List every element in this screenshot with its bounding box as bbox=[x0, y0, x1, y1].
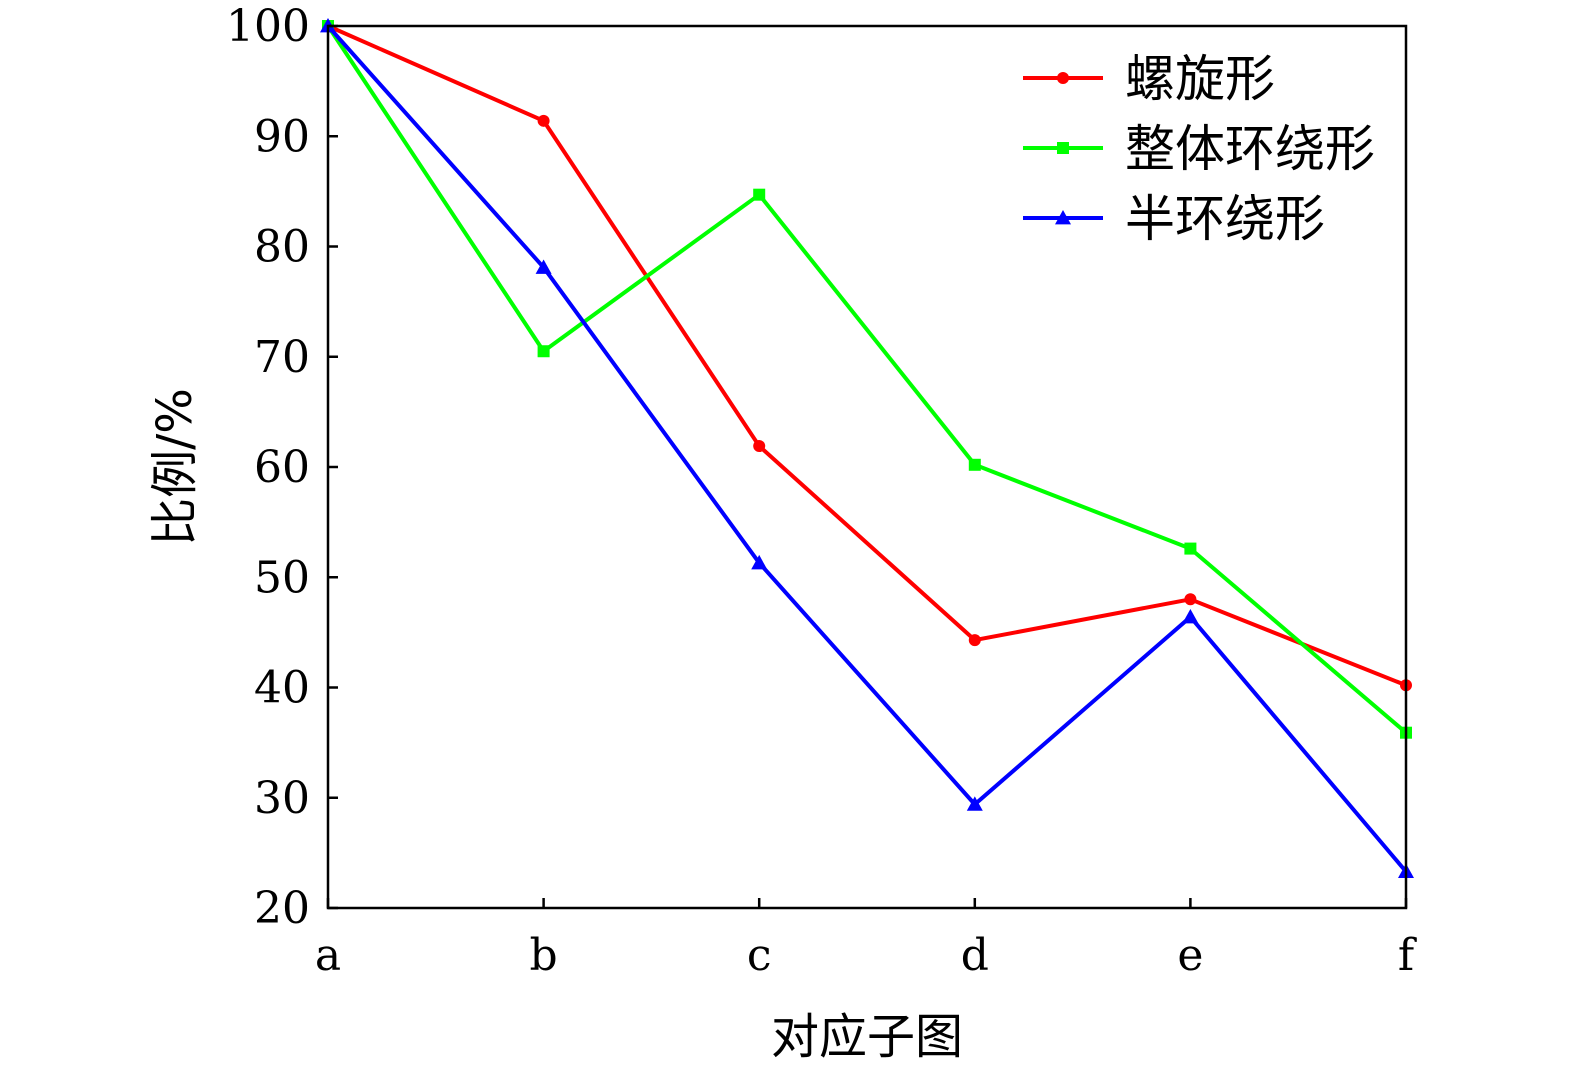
data-point bbox=[1182, 608, 1199, 624]
y-tick-label: 100 bbox=[226, 1, 310, 52]
data-point bbox=[751, 554, 768, 570]
x-axis: a b c d e f bbox=[315, 898, 1417, 981]
y-axis: 20 30 40 50 60 70 80 90 100 bbox=[226, 1, 338, 934]
data-point bbox=[535, 259, 552, 274]
y-tick-label: 60 bbox=[254, 442, 310, 493]
data-point bbox=[537, 114, 550, 127]
data-point bbox=[753, 188, 766, 201]
series-layer bbox=[320, 18, 1414, 879]
legend-label: 半环绕形 bbox=[1125, 190, 1325, 248]
x-tick-label: d bbox=[961, 930, 989, 981]
y-tick-label: 90 bbox=[254, 111, 310, 162]
legend-label: 整体环绕形 bbox=[1125, 120, 1375, 178]
y-axis-title: 比例/% bbox=[147, 388, 203, 546]
series-line bbox=[327, 24, 1407, 688]
data-point bbox=[537, 345, 550, 358]
series-line bbox=[326, 24, 1408, 735]
y-tick-label: 40 bbox=[254, 663, 310, 714]
legend-marker bbox=[1057, 142, 1069, 154]
y-tick-label: 20 bbox=[254, 883, 310, 934]
legend-entry: 半环绕形 bbox=[1023, 190, 1325, 248]
x-tick-label: e bbox=[1177, 930, 1203, 981]
x-tick-label: f bbox=[1398, 930, 1417, 981]
data-point bbox=[1184, 593, 1197, 606]
data-point bbox=[1184, 542, 1197, 555]
y-tick-label: 50 bbox=[254, 552, 310, 603]
data-point bbox=[966, 796, 983, 811]
x-tick-label: b bbox=[530, 930, 558, 981]
legend-label: 螺旋形 bbox=[1125, 50, 1275, 108]
y-tick-label: 30 bbox=[254, 773, 310, 824]
legend-marker bbox=[1055, 210, 1071, 225]
series-line bbox=[326, 24, 1408, 873]
x-axis-title: 对应子图 bbox=[771, 1009, 963, 1065]
x-tick-label: a bbox=[315, 930, 341, 981]
data-point bbox=[753, 440, 766, 453]
y-tick-label: 70 bbox=[254, 332, 310, 383]
legend-entry: 整体环绕形 bbox=[1023, 120, 1375, 178]
legend-entry: 螺旋形 bbox=[1023, 50, 1275, 108]
legend-marker bbox=[1057, 72, 1069, 84]
x-tick-label: c bbox=[747, 930, 772, 981]
data-point bbox=[968, 458, 981, 471]
y-tick-label: 80 bbox=[254, 222, 310, 273]
data-point bbox=[968, 634, 981, 647]
